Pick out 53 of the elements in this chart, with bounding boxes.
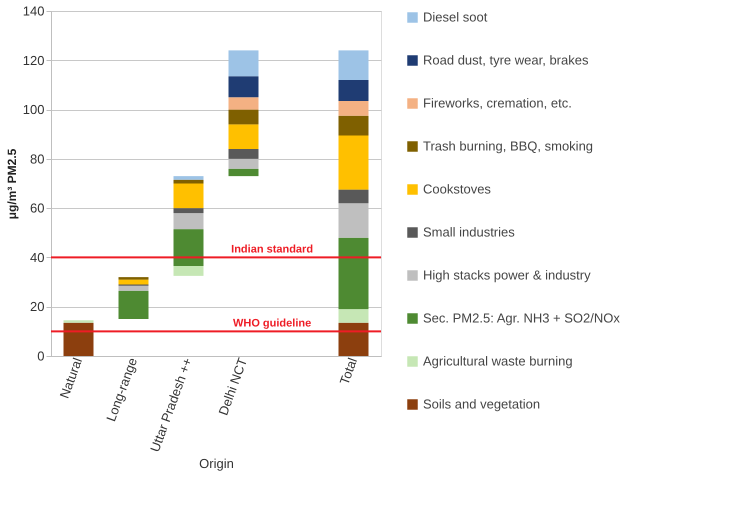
y-tick-label: 140	[22, 4, 44, 18]
bar	[174, 266, 204, 276]
bar	[228, 76, 258, 98]
bar	[228, 168, 258, 176]
y-axis-title: μg/m³ PM2.5	[4, 148, 19, 220]
bar	[174, 176, 204, 180]
bar	[228, 97, 258, 110]
bar	[338, 190, 368, 204]
bar	[338, 238, 368, 310]
y-tick-label: 100	[22, 102, 44, 118]
x-tick-label: Natural	[56, 356, 86, 400]
y-tick-label: 80	[30, 151, 44, 166]
legend-label: Agricultural waste burning	[423, 354, 573, 368]
legend-label: Cookstoves	[423, 182, 492, 196]
bar	[228, 124, 258, 149]
legend-label: Small industries	[423, 224, 516, 240]
y-tick-label: 60	[30, 200, 44, 216]
bar	[338, 322, 368, 356]
bar	[174, 213, 204, 230]
bar	[118, 290, 148, 320]
x-axis-title: Origin	[199, 456, 234, 471]
x-tick-label: Delhi NCT	[215, 356, 250, 418]
bar	[228, 149, 258, 159]
bar	[338, 116, 368, 136]
y-tick-label: 120	[22, 52, 44, 68]
x-tick-label: Total	[336, 356, 360, 387]
bar	[174, 229, 204, 266]
bar	[118, 277, 148, 280]
bar	[338, 50, 368, 80]
bar	[174, 208, 204, 214]
bar	[174, 184, 204, 208]
bar	[228, 50, 258, 76]
legend-label: Fireworks, cremation, etc.	[423, 96, 572, 110]
bar	[338, 80, 368, 101]
bar	[338, 309, 368, 323]
bar	[338, 135, 368, 190]
legend-label: Road dust, tyre wear, brakes	[423, 52, 589, 68]
bar	[64, 322, 94, 356]
legend-label: Diesel soot	[423, 10, 488, 24]
ref-line-label: Indian standard	[231, 243, 314, 256]
bar	[118, 280, 148, 285]
bar	[174, 180, 204, 184]
legend-label: High stacks power & industry	[423, 268, 592, 282]
ref-line-label: WHO guideline	[232, 317, 312, 330]
legend-label: Soils and vegetation	[423, 396, 540, 412]
y-tick-label: 0	[37, 348, 44, 364]
y-tick-label: 40	[30, 250, 44, 265]
legend-label: Trash burning, BBQ, smoking	[423, 138, 594, 154]
y-tick-label: 20	[30, 299, 44, 314]
bar	[118, 286, 148, 291]
bar	[338, 100, 368, 116]
legend-label: Sec. PM2.5: Agr. NH3 + SO2/NOx	[423, 310, 620, 326]
bar	[228, 110, 258, 124]
